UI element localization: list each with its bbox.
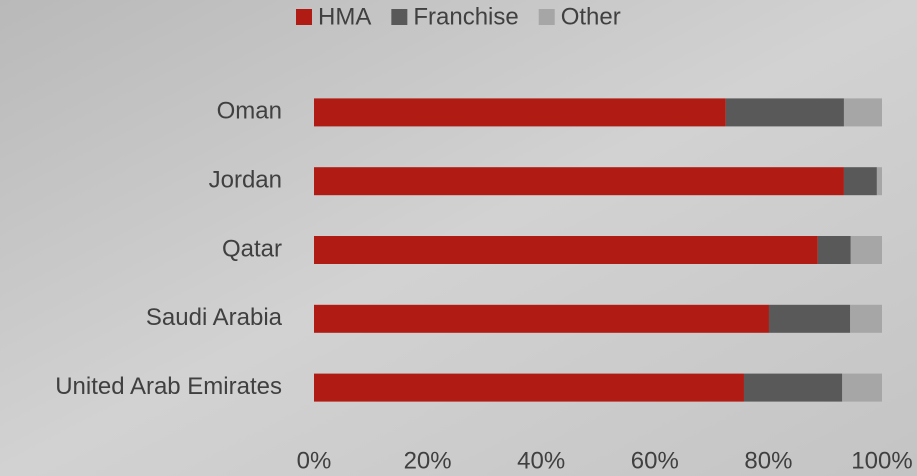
x-tick-label: 20% bbox=[404, 447, 452, 474]
bar-segment bbox=[314, 373, 744, 402]
y-tick-label: United Arab Emirates bbox=[55, 373, 282, 400]
x-tick-label: 60% bbox=[631, 447, 679, 474]
bar-segment bbox=[843, 167, 877, 196]
bar-segment bbox=[314, 236, 818, 264]
y-tick-label: Oman bbox=[217, 98, 282, 125]
bar-segment bbox=[768, 304, 851, 333]
y-tick-label: Jordan bbox=[209, 167, 282, 194]
bar-segment bbox=[314, 304, 769, 333]
legend-label: Other bbox=[561, 3, 621, 30]
bar-segment bbox=[850, 236, 882, 264]
legend-swatch bbox=[391, 9, 408, 25]
bar-segment bbox=[842, 373, 882, 402]
x-tick-label: 80% bbox=[744, 447, 792, 474]
bar-segment bbox=[314, 167, 844, 196]
bar-segment bbox=[725, 98, 844, 127]
legend-label: HMA bbox=[318, 3, 371, 30]
y-tick-label: Saudi Arabia bbox=[146, 304, 283, 331]
legend-swatch bbox=[296, 9, 312, 25]
bar-segment bbox=[876, 167, 882, 196]
bar-segment bbox=[817, 236, 851, 264]
bar-segment bbox=[843, 98, 882, 127]
x-tick-label: 100% bbox=[851, 447, 912, 474]
y-tick-label: Qatar bbox=[222, 235, 282, 262]
x-tick-label: 40% bbox=[517, 447, 565, 474]
bar-segment bbox=[850, 304, 882, 333]
bar-segment bbox=[743, 373, 843, 402]
x-tick-label: 0% bbox=[297, 447, 332, 474]
legend-label: Franchise bbox=[413, 3, 518, 30]
bar-segment bbox=[314, 98, 726, 127]
legend-swatch bbox=[538, 9, 555, 25]
